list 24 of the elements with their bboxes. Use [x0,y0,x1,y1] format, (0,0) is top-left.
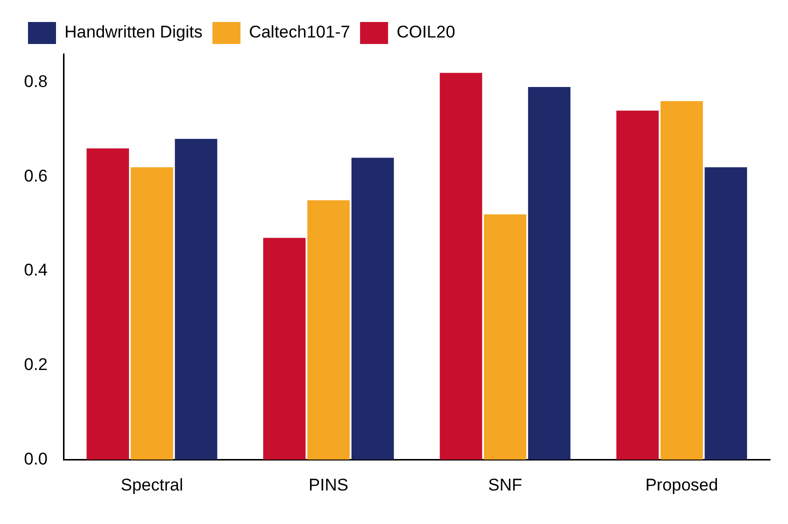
y-tick-label: 0.0 [24,449,48,468]
legend-label: COIL20 [396,22,456,42]
legend-label: Caltech101-7 [248,22,350,42]
legend-label: Handwritten Digits [64,22,202,42]
x-tick-label: SNF [488,475,522,494]
y-tick-label: 0.2 [24,354,48,374]
x-tick-label: Spectral [120,475,184,494]
y-tick-label: 0.6 [24,166,48,186]
x-tick-label: Proposed [645,475,718,494]
bar [130,167,174,460]
bar [528,87,570,460]
bar [86,148,129,460]
bar [704,167,748,460]
bar [440,72,482,460]
bar [484,214,526,460]
bar [174,138,218,460]
bar [351,158,394,460]
bar [263,238,306,460]
bar [660,101,703,460]
x-tick-label: PINS [308,475,348,494]
bar [307,200,350,460]
y-tick-label: 0.8 [24,72,48,91]
bar [616,110,659,460]
y-tick-label: 0.4 [24,260,48,280]
